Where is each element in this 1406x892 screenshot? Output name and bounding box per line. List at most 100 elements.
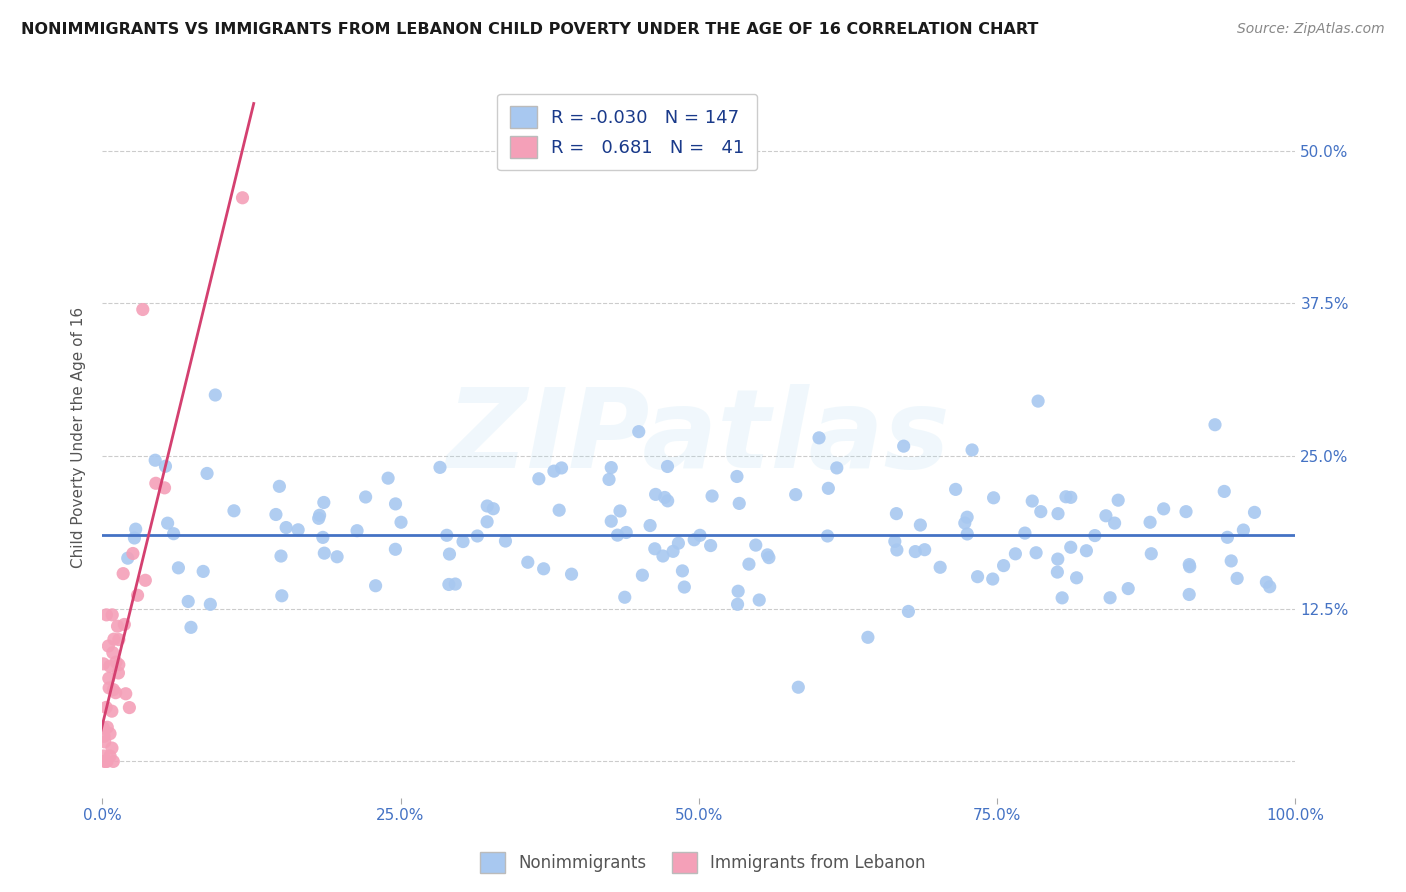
Point	[1116, 582, 1139, 596]
Point	[117, 551, 139, 566]
Point	[475, 515, 498, 529]
Point	[308, 511, 330, 525]
Point	[200, 598, 222, 612]
Point	[561, 567, 583, 582]
Point	[1178, 558, 1201, 572]
Point	[312, 495, 335, 509]
Point	[134, 574, 156, 588]
Point	[1084, 528, 1107, 542]
Point	[657, 493, 679, 508]
Point	[785, 488, 807, 502]
Point	[270, 589, 292, 603]
Point	[981, 572, 1004, 586]
Point	[631, 568, 654, 582]
Point	[103, 632, 125, 647]
Point	[808, 431, 831, 445]
Point	[384, 497, 406, 511]
Point	[1076, 543, 1098, 558]
Point	[727, 584, 749, 599]
Point	[1060, 491, 1083, 505]
Point	[727, 597, 749, 611]
Point	[904, 544, 927, 558]
Point	[1204, 417, 1226, 432]
Point	[94, 700, 117, 714]
Point	[725, 469, 748, 483]
Point	[101, 607, 124, 622]
Point	[124, 531, 146, 545]
Point	[326, 549, 349, 564]
Point	[1107, 493, 1129, 508]
Point	[112, 566, 135, 581]
Point	[1095, 508, 1118, 523]
Point	[945, 483, 967, 497]
Point	[204, 388, 226, 402]
Point	[738, 557, 761, 571]
Point	[118, 700, 141, 714]
Point	[193, 565, 215, 579]
Point	[467, 529, 489, 543]
Point	[1099, 591, 1122, 605]
Point	[167, 561, 190, 575]
Legend: R = -0.030   N = 147, R =   0.681   N =   41: R = -0.030 N = 147, R = 0.681 N = 41	[498, 94, 758, 170]
Text: ZIPatlas: ZIPatlas	[447, 384, 950, 491]
Point	[177, 594, 200, 608]
Point	[482, 501, 505, 516]
Point	[956, 510, 979, 524]
Point	[101, 704, 124, 718]
Point	[377, 471, 399, 485]
Point	[103, 755, 125, 769]
Point	[153, 481, 176, 495]
Point	[543, 464, 565, 478]
Text: NONIMMIGRANTS VS IMMIGRANTS FROM LEBANON CHILD POVERTY UNDER THE AGE OF 16 CORRE: NONIMMIGRANTS VS IMMIGRANTS FROM LEBANON…	[21, 22, 1039, 37]
Point	[162, 526, 184, 541]
Point	[96, 720, 118, 734]
Point	[93, 735, 115, 749]
Point	[929, 560, 952, 574]
Point	[817, 529, 839, 543]
Point	[97, 639, 120, 653]
Point	[94, 755, 117, 769]
Point	[883, 534, 905, 549]
Point	[1060, 541, 1083, 555]
Y-axis label: Child Poverty Under the Age of 16: Child Poverty Under the Age of 16	[72, 307, 86, 568]
Point	[960, 442, 983, 457]
Point	[389, 515, 412, 529]
Point	[155, 459, 177, 474]
Point	[101, 741, 124, 756]
Point	[673, 580, 696, 594]
Point	[627, 425, 650, 439]
Point	[527, 472, 550, 486]
Point	[614, 525, 637, 540]
Point	[598, 472, 620, 486]
Point	[748, 593, 770, 607]
Point	[533, 562, 555, 576]
Point	[728, 496, 751, 510]
Point	[122, 547, 145, 561]
Point	[1066, 571, 1088, 585]
Point	[94, 755, 117, 769]
Point	[346, 524, 368, 538]
Point	[993, 558, 1015, 573]
Point	[817, 481, 839, 495]
Point	[606, 528, 628, 542]
Point	[638, 518, 661, 533]
Point	[437, 577, 460, 591]
Point	[613, 591, 636, 605]
Point	[1046, 565, 1069, 579]
Point	[451, 534, 474, 549]
Point	[886, 543, 908, 558]
Point	[914, 542, 936, 557]
Point	[689, 528, 711, 542]
Point	[270, 549, 292, 563]
Point	[1178, 587, 1201, 601]
Point	[93, 657, 115, 671]
Point	[114, 687, 136, 701]
Point	[145, 476, 167, 491]
Point	[444, 577, 467, 591]
Point	[550, 461, 572, 475]
Point	[1213, 484, 1236, 499]
Point	[758, 550, 780, 565]
Point	[98, 659, 121, 673]
Point	[652, 549, 675, 563]
Point	[439, 547, 461, 561]
